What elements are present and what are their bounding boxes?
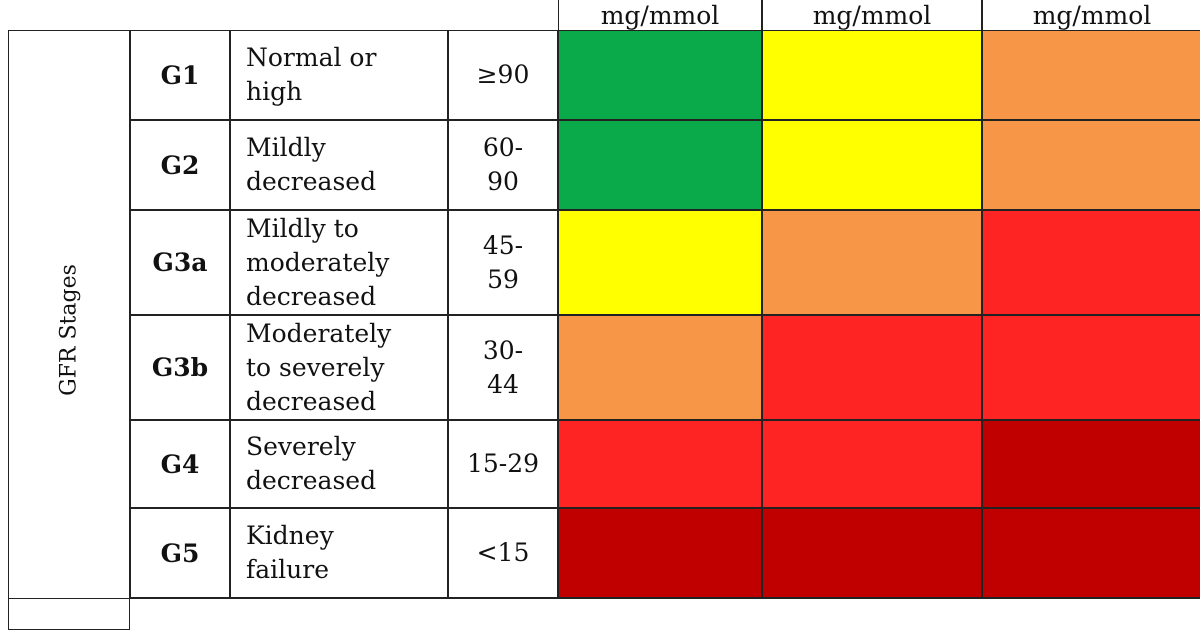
stage-cell: G3b <box>130 315 230 420</box>
column-header-text: mg/mmol <box>600 1 720 30</box>
stage-text: G3b <box>151 353 209 382</box>
range-cell: 60- 90 <box>448 120 558 210</box>
risk-cell <box>558 508 762 598</box>
range-line: 44 <box>487 369 519 399</box>
column-header: mg/mmol <box>762 0 982 31</box>
description-line: Severely <box>246 432 356 461</box>
description-line: decreased <box>246 167 377 196</box>
description-cell: Normal or high <box>230 30 448 120</box>
range-cell: 45- 59 <box>448 210 558 315</box>
risk-cell <box>762 120 982 210</box>
range-cell: 30- 44 <box>448 315 558 420</box>
range-line: 59 <box>487 264 519 294</box>
column-header-text: mg/mmol <box>812 1 932 30</box>
risk-cell <box>762 508 982 598</box>
description-line: high <box>246 77 303 106</box>
stage-text: G5 <box>160 538 200 568</box>
footer-row <box>8 598 1200 630</box>
description-line: Moderately <box>246 318 392 348</box>
description-cell: Kidney failure <box>230 508 448 598</box>
description-line: Mildly <box>246 133 326 162</box>
risk-cell <box>762 30 982 120</box>
stage-cell: G3a <box>130 210 230 315</box>
range-line: 90 <box>487 167 519 196</box>
range-cell: 15-29 <box>448 420 558 508</box>
side-label: GFR Stages <box>56 264 82 396</box>
description-line: to severely <box>246 352 385 382</box>
description-line: decreased <box>246 466 377 495</box>
side-label-cell: GFR Stages <box>8 30 130 630</box>
risk-cell <box>762 315 982 420</box>
description-cell: Mildly to moderately decreased <box>230 210 448 315</box>
range-line: ≥90 <box>476 60 530 89</box>
risk-cell <box>982 210 1200 315</box>
risk-cell <box>982 30 1200 120</box>
column-header: mg/mmol <box>558 0 762 31</box>
range-line: 60- <box>482 133 524 162</box>
risk-cell <box>982 420 1200 508</box>
stage-text: G4 <box>160 449 200 479</box>
stage-cell: G5 <box>130 508 230 598</box>
description-cell: Moderately to severely decreased <box>230 315 448 420</box>
column-header: mg/mmol <box>982 0 1200 31</box>
description-line: decreased <box>246 386 377 416</box>
risk-cell <box>982 508 1200 598</box>
description-line: moderately <box>246 247 390 277</box>
risk-cell <box>558 210 762 315</box>
description-line: Normal or <box>246 43 377 72</box>
risk-cell <box>982 315 1200 420</box>
range-line: 30- <box>482 335 524 365</box>
stage-cell: G4 <box>130 420 230 508</box>
description-cell: Severely decreased <box>230 420 448 508</box>
column-header-text: mg/mmol <box>1032 1 1152 30</box>
range-line: <15 <box>476 538 530 567</box>
stage-text: G3a <box>152 248 208 277</box>
risk-cell <box>762 420 982 508</box>
description-line: decreased <box>246 281 377 311</box>
risk-cell <box>982 120 1200 210</box>
risk-cell <box>558 420 762 508</box>
description-line: Mildly to <box>246 213 359 243</box>
description-line: failure <box>246 555 329 584</box>
description-line: Kidney <box>246 521 334 550</box>
risk-cell <box>558 30 762 120</box>
stage-cell: G1 <box>130 30 230 120</box>
range-line: 45- <box>482 230 524 260</box>
range-line: 15-29 <box>466 449 540 478</box>
stage-cell: G2 <box>130 120 230 210</box>
stage-text: G2 <box>160 150 200 180</box>
risk-cell <box>558 120 762 210</box>
risk-cell <box>762 210 982 315</box>
description-cell: Mildly decreased <box>230 120 448 210</box>
range-cell: <15 <box>448 508 558 598</box>
stage-text: G1 <box>160 60 200 90</box>
range-cell: ≥90 <box>448 30 558 120</box>
risk-cell <box>558 315 762 420</box>
